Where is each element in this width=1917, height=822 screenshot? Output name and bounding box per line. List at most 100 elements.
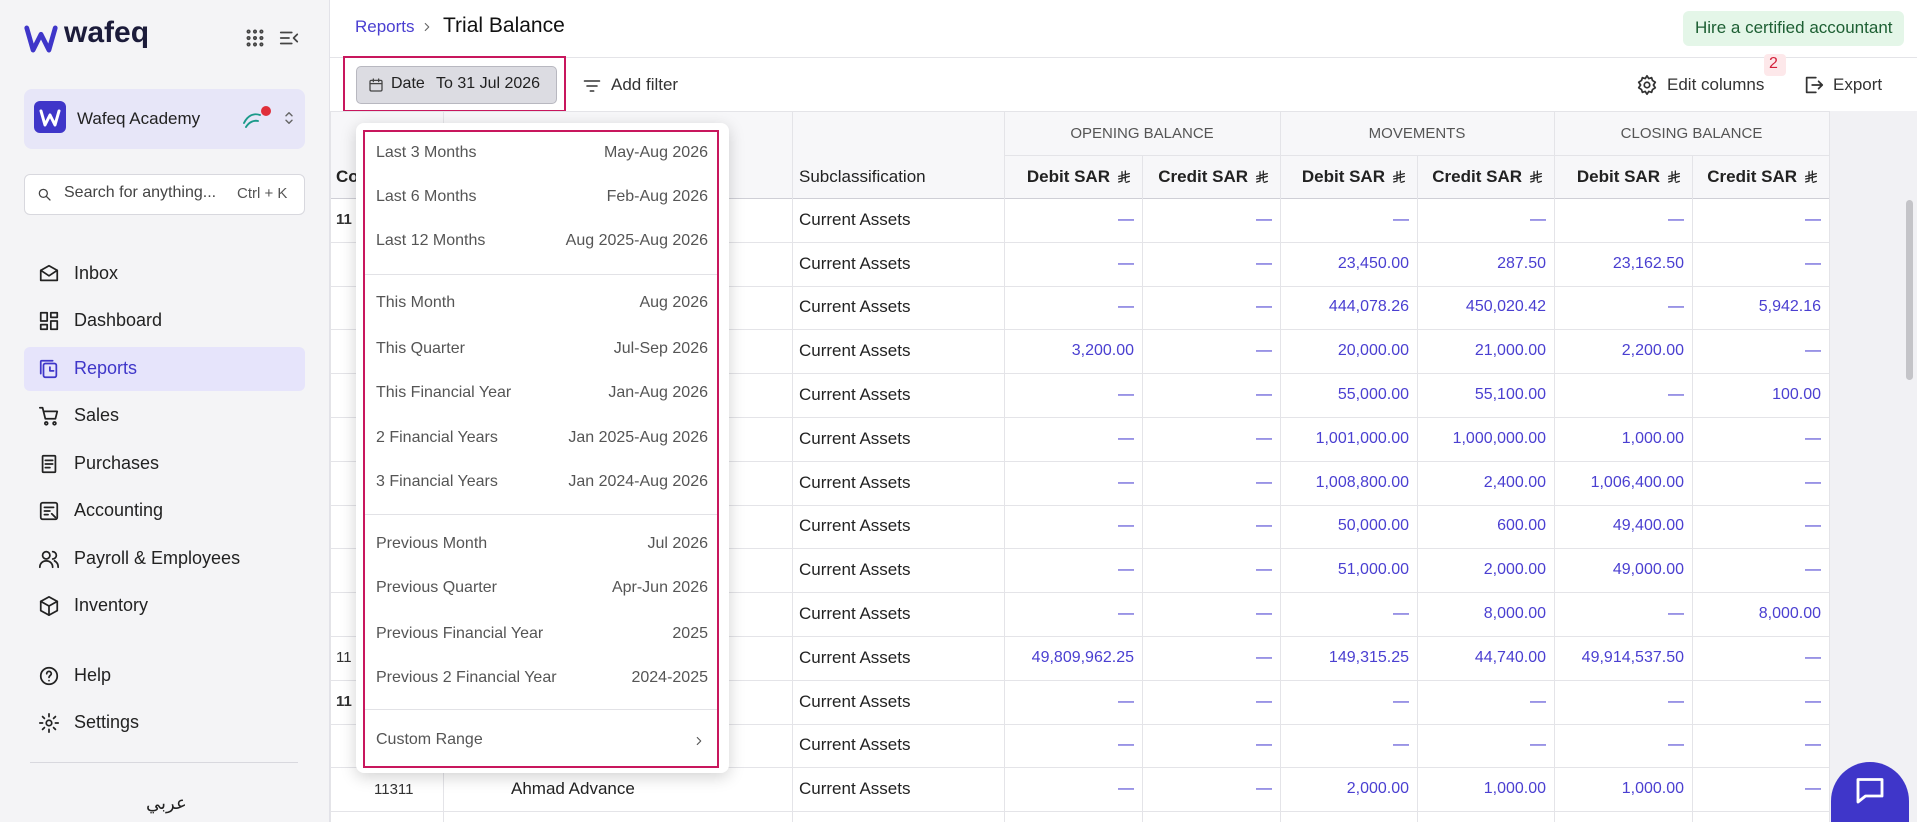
search-box[interactable] xyxy=(24,174,305,215)
column-header: Credit SAR xyxy=(1158,166,1248,186)
menu-item[interactable]: Accounting xyxy=(74,500,164,520)
grid-line xyxy=(1004,155,1829,156)
date-option-label[interactable]: This Financial Year xyxy=(376,384,512,401)
language-switch[interactable]: عربي xyxy=(146,793,187,813)
date-option-range: Apr-Jun 2026 xyxy=(611,579,708,596)
date-option-range: 2025 xyxy=(672,625,708,642)
brand: wafeq xyxy=(64,16,150,49)
icon xyxy=(280,109,298,127)
amount: — xyxy=(1805,692,1821,710)
amount: — xyxy=(1668,692,1684,710)
date-option-label[interactable]: Last 12 Months xyxy=(376,232,486,249)
amount: — xyxy=(1805,561,1821,579)
subclassification: Current Assets xyxy=(799,253,911,273)
menu-item-active-bg xyxy=(24,347,305,391)
date-filter-button[interactable] xyxy=(356,66,557,104)
date-option-label[interactable]: Previous Financial Year xyxy=(376,625,544,642)
amount: 50,000.00 xyxy=(1337,517,1409,535)
icon-svg xyxy=(243,113,261,128)
icon-svg xyxy=(39,666,59,686)
grid-line xyxy=(330,767,1829,769)
grid-line xyxy=(330,111,331,822)
amount: 23,162.50 xyxy=(1612,254,1684,272)
subclassification: Current Assets xyxy=(799,604,911,624)
org-card xyxy=(24,89,305,149)
grid-line xyxy=(330,241,1829,243)
icon-svg xyxy=(1393,170,1405,183)
amount: 100.00 xyxy=(1772,386,1821,404)
custom-range[interactable]: Custom Range xyxy=(376,731,483,748)
icon xyxy=(1116,169,1132,185)
amount: 8,000.00 xyxy=(1758,605,1821,623)
amount: 49,000.00 xyxy=(1612,561,1684,579)
date-option-label[interactable]: Previous Quarter xyxy=(376,579,497,596)
menu-item[interactable]: Sales xyxy=(74,405,120,425)
scrollbar-thumb xyxy=(1906,200,1913,380)
badge-bg xyxy=(1764,54,1786,76)
cta-text[interactable]: Hire a certified accountant xyxy=(1695,18,1893,37)
grid-line xyxy=(330,198,1829,199)
table-outside xyxy=(1829,111,1917,822)
amount: — xyxy=(1668,605,1684,623)
icon xyxy=(38,665,60,687)
menu-item[interactable]: Dashboard xyxy=(74,310,163,330)
icon-svg xyxy=(39,501,59,521)
add-filter[interactable]: Add filter xyxy=(611,75,679,94)
amount: — xyxy=(1256,473,1272,491)
date-option-label[interactable]: Last 6 Months xyxy=(376,188,477,205)
subclassification: Current Assets xyxy=(799,691,911,711)
icon xyxy=(38,453,60,475)
amount: 3,200.00 xyxy=(1071,342,1134,360)
amount: — xyxy=(1530,692,1546,710)
search-shortcut: Ctrl + K xyxy=(237,185,288,202)
menu-item[interactable]: Purchases xyxy=(74,453,160,473)
date-option-label[interactable]: 3 Financial Years xyxy=(376,473,498,490)
icon xyxy=(240,107,264,131)
date-option-label[interactable]: Last 3 Months xyxy=(376,144,477,161)
breadcrumb-link[interactable]: Reports xyxy=(355,17,415,36)
date-option-label[interactable]: 2 Financial Years xyxy=(376,429,498,446)
date-option-label[interactable]: Previous Month xyxy=(376,535,488,552)
chat-button[interactable] xyxy=(1831,762,1909,822)
menu-item[interactable]: Reports xyxy=(74,358,138,378)
menu-item[interactable]: Payroll & Employees xyxy=(74,548,241,568)
amount: — xyxy=(1393,736,1409,754)
account-name: Ahmad Advance xyxy=(511,779,635,799)
cta-button[interactable] xyxy=(1683,11,1904,46)
icon-svg xyxy=(1668,170,1680,183)
date-option-label[interactable]: This Month xyxy=(376,294,456,311)
amount: — xyxy=(1118,210,1134,228)
icon xyxy=(38,106,62,130)
icon xyxy=(38,358,60,380)
menu-item[interactable]: Settings xyxy=(74,712,140,732)
amount: — xyxy=(1118,386,1134,404)
icon xyxy=(1803,169,1819,185)
amount: — xyxy=(1668,736,1684,754)
amount: — xyxy=(1256,386,1272,404)
amount: 1,000.00 xyxy=(1621,780,1684,798)
amount: 1,000.00 xyxy=(1483,780,1546,798)
icon-svg xyxy=(1118,170,1130,183)
edit-columns[interactable]: Edit columns xyxy=(1667,75,1765,94)
menu-divider xyxy=(365,514,717,515)
menu-item[interactable]: Inbox xyxy=(74,263,119,283)
icon-svg xyxy=(246,29,264,47)
export[interactable]: Export xyxy=(1833,75,1883,94)
icon-svg xyxy=(1530,170,1542,183)
column-header: Debit SAR xyxy=(1026,166,1110,186)
menu-item[interactable]: Help xyxy=(74,665,112,685)
date-option-range: Feb-Aug 2026 xyxy=(606,188,708,205)
amount: — xyxy=(1118,429,1134,447)
amount: — xyxy=(1805,517,1821,535)
icon-svg xyxy=(38,188,51,201)
amount: — xyxy=(1805,736,1821,754)
menu-item[interactable]: Inventory xyxy=(74,595,149,615)
account-code: 11 xyxy=(336,693,352,711)
icon-svg xyxy=(696,736,702,746)
amount: — xyxy=(1805,342,1821,360)
date-option-label[interactable]: This Quarter xyxy=(376,340,465,357)
column-group-header: CLOSING BALANCE xyxy=(1620,124,1763,142)
amount: — xyxy=(1393,210,1409,228)
date-option-label[interactable]: Previous 2 Financial Year xyxy=(376,669,557,686)
